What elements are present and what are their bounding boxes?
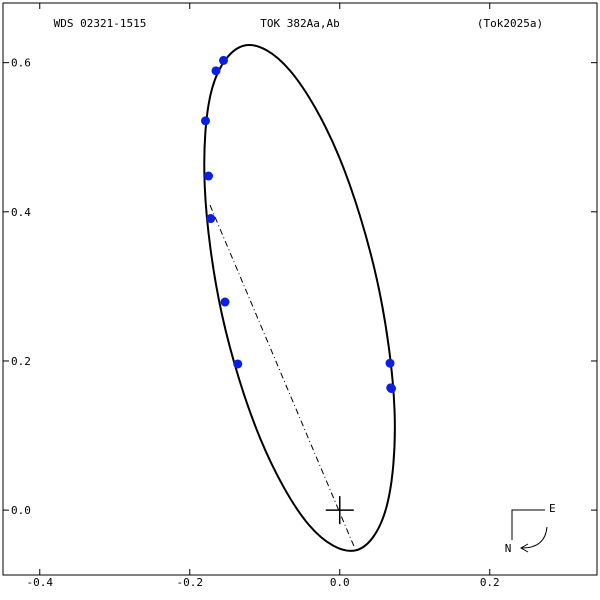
observation (219, 55, 228, 65)
compass-arrowhead (519, 543, 529, 553)
observation (201, 116, 210, 126)
compass-axes (511, 509, 545, 540)
x-tick-label: 0.0 (330, 576, 350, 589)
frame (2, 2, 598, 576)
observation (220, 297, 230, 307)
chart-title: TOK 382Aa,Ab (260, 17, 339, 30)
y-tick-label: 0.2 (11, 355, 31, 368)
observation (387, 384, 396, 394)
y-tick-label: 0.0 (11, 504, 31, 517)
observation (233, 359, 243, 369)
y-tick-label: 0.4 (11, 206, 31, 219)
compass-north: N (505, 542, 512, 555)
x-tick-label: -0.4 (27, 576, 54, 589)
observation (204, 171, 213, 181)
primary (325, 496, 354, 525)
x-tick-label: 0.2 (480, 576, 500, 589)
y-tick-label: 0.6 (11, 57, 31, 70)
line-of-nodes (209, 204, 356, 549)
x-tick-label: -0.2 (177, 576, 204, 589)
orbit (203, 44, 396, 552)
observation (206, 214, 216, 224)
compass-east: E (549, 502, 556, 515)
observation (211, 66, 221, 76)
compass-arrow (521, 526, 548, 549)
left-title: WDS 02321-1515 (54, 17, 147, 30)
compass: E N (505, 502, 556, 555)
observation (385, 358, 395, 368)
right-title: (Tok2025a) (477, 17, 543, 30)
